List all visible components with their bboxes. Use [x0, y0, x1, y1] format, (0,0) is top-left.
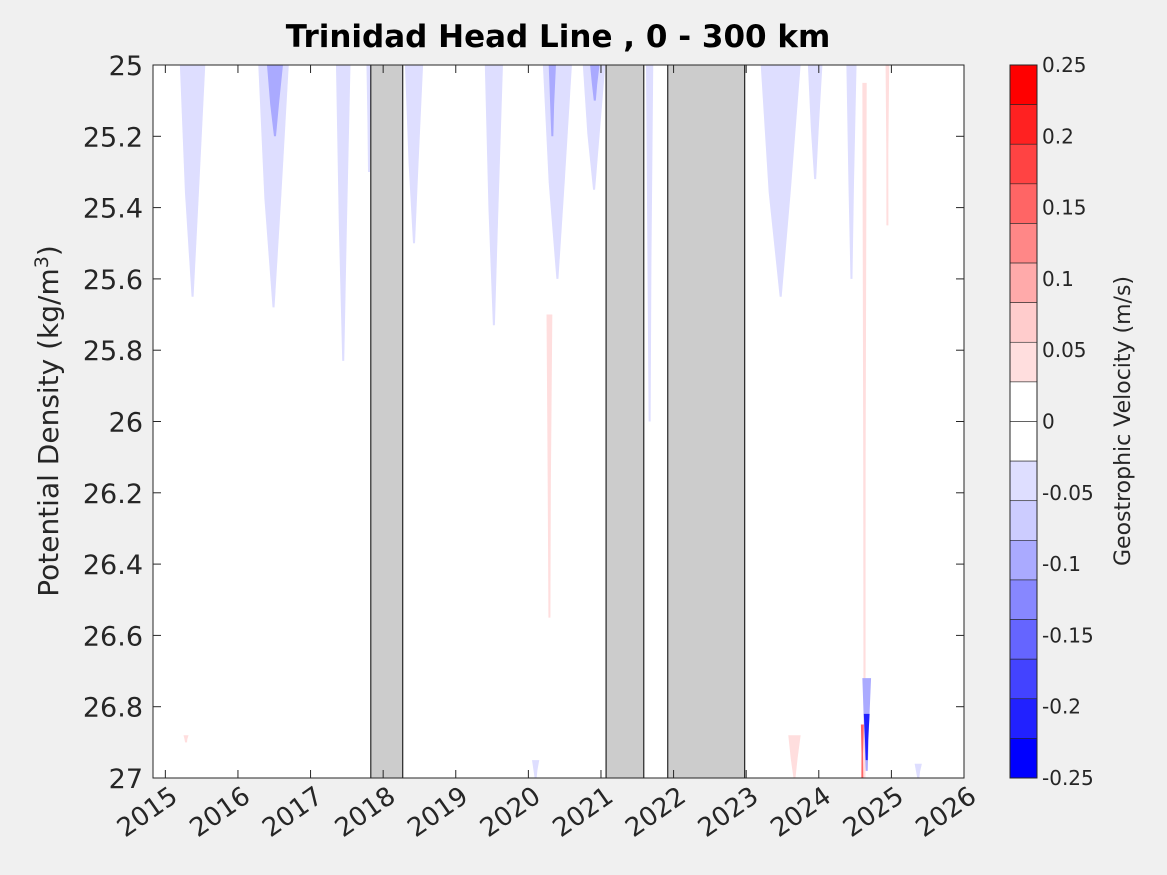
colorbar-cell-14 — [1009, 619, 1038, 660]
colorbar-tick-label-1: 0.2 — [1042, 124, 1074, 148]
colorbar-cell-12 — [1009, 540, 1038, 581]
colorbar-cell-11 — [1009, 500, 1038, 541]
velocity-feature-5 — [404, 65, 424, 244]
x-tick-label-4: 2019 — [402, 781, 473, 844]
y-tick-label-3: 25.6 — [83, 265, 143, 296]
x-tick-label-8: 2023 — [693, 781, 764, 844]
y-tick-labels: 25 25.2 25.4 25.6 25.8 26 26.2 26.4 26.6 26.8 27 — [83, 51, 143, 795]
velocity-feature-21 — [788, 735, 801, 778]
colorbar-cell-5 — [1009, 262, 1038, 303]
colorbar-cell-2 — [1009, 143, 1038, 185]
x-tick-labels: 2015 2016 2017 2018 2019 2020 2021 2022 2023 2024… — [112, 781, 982, 844]
velocity-feature-1 — [258, 65, 289, 308]
x-tick-label-3: 2018 — [330, 781, 401, 844]
no-data-period-0 — [370, 64, 404, 779]
colorbar-cell-10 — [1009, 460, 1038, 502]
velocity-feature-7 — [542, 65, 572, 279]
velocity-feature-4 — [366, 65, 372, 172]
colorbar-cell-16 — [1009, 698, 1038, 739]
velocity-feature-13 — [807, 65, 823, 180]
y-tick-label-9: 26.8 — [83, 693, 143, 724]
colorbar-cell-4 — [1009, 223, 1038, 264]
y-tick-label-2: 25.4 — [83, 194, 143, 225]
colorbar-cell-3 — [1009, 183, 1038, 224]
axis-ticks — [153, 64, 965, 779]
y-axis-label-text: Potential Density (kg/m — [32, 268, 65, 597]
colorbar-tick-label-10: -0.25 — [1042, 766, 1094, 790]
colorbar-cell-7 — [1009, 341, 1038, 383]
y-tick-label-4: 25.8 — [83, 336, 143, 367]
colorbar-cell-17 — [1009, 738, 1038, 779]
colorbar-frame — [1009, 64, 1038, 779]
velocity-feature-12 — [760, 65, 801, 297]
colorbar-cell-15 — [1009, 658, 1038, 700]
velocity-feature-10 — [590, 65, 600, 101]
velocity-feature-14 — [846, 65, 857, 279]
x-tick-label-9: 2024 — [765, 781, 836, 844]
velocity-feature-19 — [863, 713, 870, 761]
y-axis-label-close: ) — [32, 245, 65, 256]
velocity-feature-2 — [266, 65, 283, 137]
plot-area — [152, 64, 965, 779]
colorbar-label: Geostrophic Velocity (m/s) — [1111, 276, 1136, 566]
colorbar-tick-label-6: -0.05 — [1042, 481, 1094, 505]
velocity-feature-17 — [885, 65, 890, 226]
colorbar-tick-label-4: 0.05 — [1042, 338, 1087, 362]
y-tick-label-5: 26 — [109, 408, 143, 439]
velocity-feature-16 — [862, 82, 867, 778]
velocity-feature-11 — [645, 65, 654, 422]
y-tick-label-0: 25 — [109, 51, 143, 82]
colorbar-tick-labels: 0.25 0.2 0.15 0.1 0.05 0 -0.05 -0.1 -0.15 -0.2 -0.… — [1042, 53, 1094, 790]
y-tick-label-7: 26.4 — [83, 550, 143, 581]
no-data-period-2 — [667, 64, 746, 779]
colorbar-cell-8 — [1009, 381, 1038, 422]
colorbar-cell-1 — [1009, 104, 1038, 145]
x-tick-label-6: 2021 — [548, 781, 619, 844]
x-tick-label-1: 2016 — [185, 781, 256, 844]
y-axis-label-superscript: 3 — [31, 256, 53, 268]
x-tick-label-2: 2017 — [257, 781, 328, 844]
velocity-feature-0 — [179, 65, 206, 297]
x-tick-label-10: 2025 — [838, 781, 909, 844]
velocity-feature-24 — [914, 763, 922, 778]
y-tick-label-1: 25.2 — [83, 122, 143, 153]
velocity-feature-6 — [484, 65, 503, 326]
velocity-features — [179, 65, 922, 778]
colorbar-tick-label-3: 0.1 — [1042, 267, 1074, 291]
velocity-feature-8 — [548, 65, 556, 137]
colorbar-tick-label-8: -0.15 — [1042, 623, 1094, 647]
colorbar-cells — [1009, 64, 1038, 779]
velocity-feature-9 — [582, 65, 606, 190]
velocity-feature-15 — [546, 314, 553, 618]
velocity-feature-3 — [335, 65, 351, 361]
velocity-feature-22 — [183, 735, 189, 743]
y-tick-label-6: 26.2 — [83, 479, 143, 510]
velocity-feature-20 — [860, 724, 864, 778]
colorbar-tick-label-0: 0.25 — [1042, 53, 1087, 77]
colorbar-tick-label-7: -0.1 — [1042, 552, 1081, 576]
y-tick-label-10: 27 — [109, 764, 143, 795]
colorbar-tick-label-2: 0.15 — [1042, 196, 1087, 220]
y-axis-label: Potential Density (kg/m3) — [31, 245, 65, 597]
colorbar-cell-9 — [1009, 421, 1038, 462]
y-tick-label-8: 26.6 — [83, 621, 143, 652]
colorbar-cell-0 — [1009, 64, 1038, 105]
velocity-feature-23 — [531, 760, 540, 778]
colorbar-cell-6 — [1009, 302, 1038, 343]
x-tick-label-7: 2022 — [620, 781, 691, 844]
x-tick-label-5: 2020 — [475, 781, 546, 844]
x-tick-label-11: 2026 — [911, 781, 982, 844]
no-data-period-1 — [605, 64, 645, 779]
colorbar-cell-13 — [1009, 579, 1038, 620]
colorbar-tick-label-5: 0 — [1042, 410, 1055, 434]
chart-title: Trinidad Head Line , 0 - 300 km — [286, 19, 831, 55]
colorbar-tick-label-9: -0.2 — [1042, 695, 1081, 719]
colorbar: 0.25 0.2 0.15 0.1 0.05 0 -0.05 -0.1 -0.15 -0.2 -0.… — [1009, 53, 1136, 790]
